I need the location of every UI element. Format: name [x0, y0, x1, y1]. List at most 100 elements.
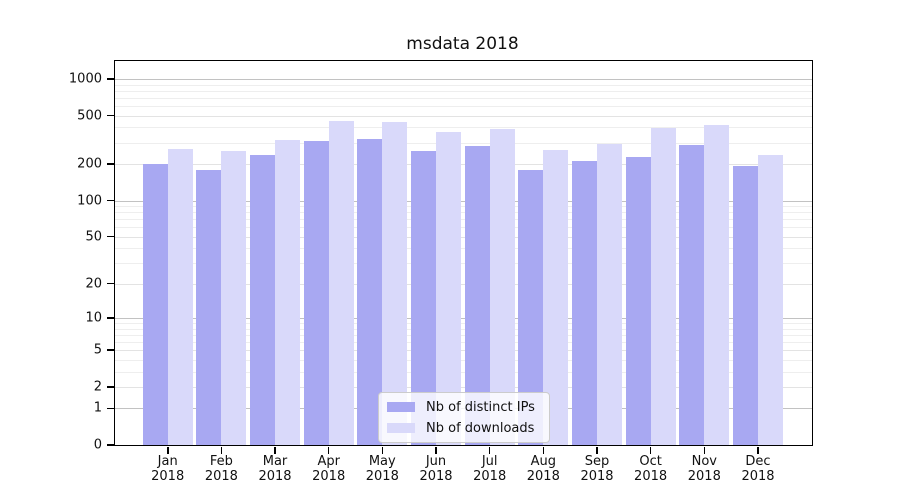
x-tick-year: 2018: [634, 469, 668, 484]
gridline-90: [115, 206, 812, 207]
y-tick-label-0: 0: [93, 437, 102, 453]
x-tick-mark-mar: [274, 446, 276, 454]
gridline-200: [115, 164, 812, 165]
x-tick-label-jul: Jul 2018: [473, 454, 506, 484]
x-tick-mark-feb: [220, 446, 223, 454]
y-tick-mark-500: [106, 114, 114, 117]
y-tick-mark-5: [106, 349, 114, 351]
plot-area: 0 1 2 5 10 20 50 100 200 500 1000 Jan 2018 Feb 2018 Mar…: [69, 60, 813, 484]
x-tick-label-nov: Nov 2018: [688, 454, 721, 484]
x-tick-month: Dec: [745, 454, 771, 469]
gridline-10: [115, 318, 812, 319]
x-tick-month: Aug: [530, 454, 556, 469]
bar-distinct-ips-jan: [142, 164, 168, 445]
gridline-80: [115, 212, 812, 214]
gridline-50: [115, 236, 812, 238]
x-tick-label-feb: Feb 2018: [205, 454, 238, 484]
bar-downloads-mar: [275, 139, 300, 445]
x-tick-year: 2018: [204, 469, 238, 484]
y-tick-mark-1000: [106, 78, 114, 80]
bar-distinct-ips-oct: [625, 156, 651, 445]
legend-swatch-downloads: [387, 423, 415, 433]
y-tick-mark-10: [106, 317, 114, 319]
bar-distinct-ips-feb: [196, 169, 222, 445]
gridline-7: [115, 334, 812, 336]
gridline-700: [115, 97, 812, 99]
bar-downloads-may: [382, 121, 408, 445]
bar-distinct-ips-sep: [572, 161, 597, 445]
gridline-900: [115, 84, 812, 86]
x-tick-year: 2018: [526, 469, 560, 484]
x-tick-label-dec: Dec 2018: [741, 454, 774, 484]
x-tick-year: 2018: [687, 469, 721, 484]
x-tick-label-mar: Mar 2018: [258, 454, 291, 484]
gridline-500: [115, 115, 812, 117]
bar-downloads-nov: [704, 124, 730, 445]
x-tick-year: 2018: [473, 469, 507, 484]
x-tick-label-apr: Apr 2018: [312, 454, 345, 484]
gridline-3: [115, 371, 812, 373]
y-tick-label-100: 100: [77, 193, 102, 208]
gridline-70: [115, 219, 812, 221]
y-tick-label-1: 1: [93, 400, 102, 416]
bar-downloads-oct: [650, 127, 676, 445]
bar-downloads-sep: [597, 144, 622, 445]
bar-downloads-apr: [328, 120, 354, 445]
bar-downloads-feb: [221, 150, 247, 445]
x-tick-mark-jul: [488, 446, 491, 454]
bar-distinct-ips-nov: [679, 144, 705, 445]
y-tick-mark-2: [106, 386, 114, 388]
gridline-5: [115, 350, 812, 352]
gridline-60: [115, 227, 812, 229]
legend-label: Nb of downloads: [426, 420, 535, 436]
gridline-20: [115, 283, 812, 285]
y-tick-mark-1: [106, 407, 114, 409]
gridline-6: [115, 341, 812, 343]
y-tick-label-50: 50: [85, 229, 102, 245]
y-tick-mark-200: [106, 163, 114, 165]
legend-item-distinct-ips: Nb of distinct IPs: [387, 399, 541, 415]
x-tick-mark-oct: [649, 446, 652, 454]
legend: Nb of distinct IPs Nb of downloads: [378, 392, 550, 443]
y-tick-mark-100: [106, 199, 114, 202]
y-tick-label-2: 2: [93, 379, 102, 395]
bar-distinct-ips-mar: [250, 155, 275, 445]
y-tick-label-500: 500: [77, 108, 102, 124]
y-tick-mark-50: [106, 235, 114, 238]
x-tick-mark-jun: [435, 446, 437, 454]
x-tick-year: 2018: [419, 469, 453, 484]
bar-downloads-jan: [167, 149, 193, 445]
y-tick-label-1000: 1000: [68, 71, 102, 87]
y-tick-label-5: 5: [93, 342, 102, 358]
gridline-100: [115, 200, 812, 202]
legend-item-downloads: Nb of downloads: [387, 420, 541, 436]
x-tick-year: 2018: [151, 469, 185, 484]
gridline-9: [115, 323, 812, 324]
x-tick-month: Jun: [425, 454, 447, 469]
gridline-8: [115, 328, 812, 330]
x-tick-month: Jul: [481, 454, 498, 469]
x-tick-month: May: [368, 454, 396, 469]
x-tick-label-may: May 2018: [366, 454, 399, 484]
x-tick-label-jun: Jun 2018: [419, 454, 452, 484]
gridline-1000: [115, 78, 812, 80]
x-tick-label-jan: Jan 2018: [151, 454, 184, 484]
x-tick-mark-may: [381, 446, 384, 454]
gridline-400: [115, 127, 812, 129]
y-tick-label-10: 10: [85, 310, 102, 326]
x-tick-mark-sep: [596, 446, 598, 454]
legend-label: Nb of distinct IPs: [426, 399, 535, 415]
gridline-4: [115, 359, 812, 361]
gridline-2: [115, 386, 812, 388]
x-tick-month: Nov: [691, 454, 717, 469]
y-tick-mark-20: [106, 282, 114, 285]
x-tick-mark-apr: [327, 446, 330, 454]
x-tick-month: Apr: [317, 454, 340, 469]
x-tick-month: Mar: [262, 454, 288, 469]
x-tick-month: Jan: [157, 454, 178, 469]
x-tick-year: 2018: [741, 469, 775, 484]
legend-swatch-distinct-ips: [387, 402, 415, 412]
x-tick-mark-dec: [757, 446, 759, 454]
chart-title: msdata 2018: [406, 34, 519, 54]
